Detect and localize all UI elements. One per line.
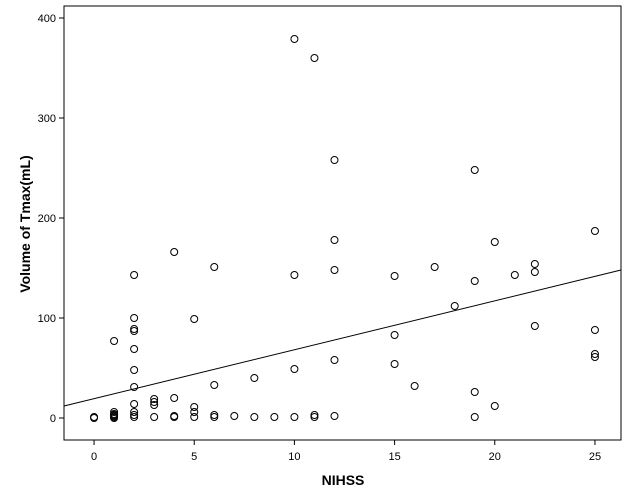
data-point	[110, 408, 119, 416]
data-point	[310, 54, 319, 62]
x-tick-label: 20	[489, 451, 501, 463]
data-point	[390, 360, 399, 368]
data-point	[310, 413, 319, 421]
data-point	[110, 414, 119, 422]
data-point	[530, 260, 539, 268]
data-point	[330, 236, 339, 244]
regression-line	[63, 269, 622, 407]
data-point	[390, 331, 399, 339]
data-point	[590, 326, 599, 334]
data-point	[510, 271, 519, 279]
data-point	[290, 35, 299, 43]
data-point	[130, 413, 139, 421]
data-point	[130, 366, 139, 374]
data-point	[590, 227, 599, 235]
data-point	[150, 398, 159, 406]
data-points	[90, 35, 599, 422]
data-point	[270, 413, 279, 421]
data-point	[110, 337, 119, 345]
data-point	[170, 248, 179, 256]
data-point	[330, 266, 339, 274]
data-point	[190, 408, 199, 416]
data-point	[150, 401, 159, 409]
data-point	[310, 411, 319, 419]
y-tick-label: 100	[38, 313, 56, 325]
x-tick-label: 10	[288, 451, 300, 463]
x-axis-label: NIHSS	[322, 472, 365, 488]
y-tick-label: 300	[38, 113, 56, 125]
data-point	[250, 374, 259, 382]
data-point	[130, 408, 139, 416]
data-point	[90, 414, 99, 422]
data-point	[130, 271, 139, 279]
data-point	[530, 268, 539, 276]
data-point	[290, 271, 299, 279]
data-point	[190, 315, 199, 323]
data-point	[390, 272, 399, 280]
plot-area	[63, 5, 622, 441]
x-tick-label: 15	[388, 451, 400, 463]
y-tick-label: 200	[38, 213, 56, 225]
y-axis-label: Volume of Tmax(mL)	[17, 155, 33, 292]
data-point	[430, 263, 439, 271]
data-point	[210, 381, 219, 389]
data-point	[130, 314, 139, 322]
data-point	[210, 413, 219, 421]
data-point	[170, 394, 179, 402]
data-point	[190, 413, 199, 421]
data-point	[530, 322, 539, 330]
y-axis: 0 100 200 300 400	[38, 13, 64, 425]
data-point	[490, 402, 499, 410]
data-point	[130, 383, 139, 391]
data-point	[410, 382, 419, 390]
data-point	[130, 327, 139, 335]
data-point	[470, 277, 479, 285]
y-tick-label: 0	[50, 413, 56, 425]
data-point	[470, 413, 479, 421]
data-point	[250, 413, 259, 421]
y-tick-label: 400	[38, 13, 56, 25]
data-point	[330, 156, 339, 164]
data-point	[130, 345, 139, 353]
data-point	[470, 166, 479, 174]
data-point	[170, 413, 179, 421]
data-point	[130, 325, 139, 333]
data-point	[150, 413, 159, 421]
data-point	[150, 395, 159, 403]
data-point	[210, 411, 219, 419]
data-point	[450, 302, 459, 310]
data-point	[290, 365, 299, 373]
data-point	[230, 412, 239, 420]
data-point	[330, 356, 339, 364]
data-point	[330, 412, 339, 420]
data-point	[590, 350, 599, 358]
data-point	[290, 413, 299, 421]
x-axis: 0 5 10 15 20 25	[91, 440, 601, 463]
data-point	[470, 388, 479, 396]
data-point	[130, 411, 139, 419]
data-point	[130, 400, 139, 408]
x-tick-label: 0	[91, 451, 97, 463]
x-tick-label: 25	[589, 451, 601, 463]
x-tick-label: 5	[191, 451, 197, 463]
data-point	[490, 238, 499, 246]
data-point	[590, 353, 599, 361]
data-point	[210, 263, 219, 271]
data-point	[190, 403, 199, 411]
